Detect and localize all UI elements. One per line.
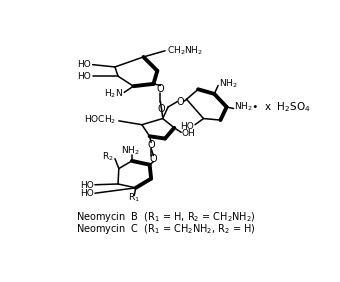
Text: O: O bbox=[147, 140, 155, 151]
Text: Neomycin  C  (R$_1$ = CH$_2$NH$_2$, R$_2$ = H): Neomycin C (R$_1$ = CH$_2$NH$_2$, R$_2$ … bbox=[76, 222, 256, 236]
Text: NH$_2$: NH$_2$ bbox=[121, 145, 140, 157]
Text: H$_2$N: H$_2$N bbox=[104, 88, 123, 100]
Text: Neomycin  B  (R$_1$ = H, R$_2$ = CH$_2$NH$_2$): Neomycin B (R$_1$ = H, R$_2$ = CH$_2$NH$… bbox=[76, 210, 255, 224]
Text: NH$_2$: NH$_2$ bbox=[234, 101, 253, 113]
Text: O: O bbox=[176, 97, 184, 107]
Text: HOCH$_2$: HOCH$_2$ bbox=[84, 114, 117, 126]
Text: CH$_2$NH$_2$: CH$_2$NH$_2$ bbox=[167, 45, 203, 57]
Text: R$_2$: R$_2$ bbox=[102, 151, 114, 163]
Text: O: O bbox=[150, 154, 157, 164]
Text: HO: HO bbox=[80, 190, 94, 199]
Text: O: O bbox=[157, 84, 164, 94]
Text: O: O bbox=[157, 104, 165, 114]
Text: HO: HO bbox=[77, 72, 91, 81]
Text: $\bullet$  x  H$_2$SO$_4$: $\bullet$ x H$_2$SO$_4$ bbox=[251, 100, 311, 114]
Text: NH$_2$: NH$_2$ bbox=[219, 78, 238, 90]
Text: R$_1$: R$_1$ bbox=[128, 191, 140, 204]
Text: OH: OH bbox=[182, 129, 196, 138]
Text: HO: HO bbox=[77, 60, 91, 69]
Text: HO: HO bbox=[80, 181, 94, 190]
Text: HO: HO bbox=[180, 122, 193, 131]
